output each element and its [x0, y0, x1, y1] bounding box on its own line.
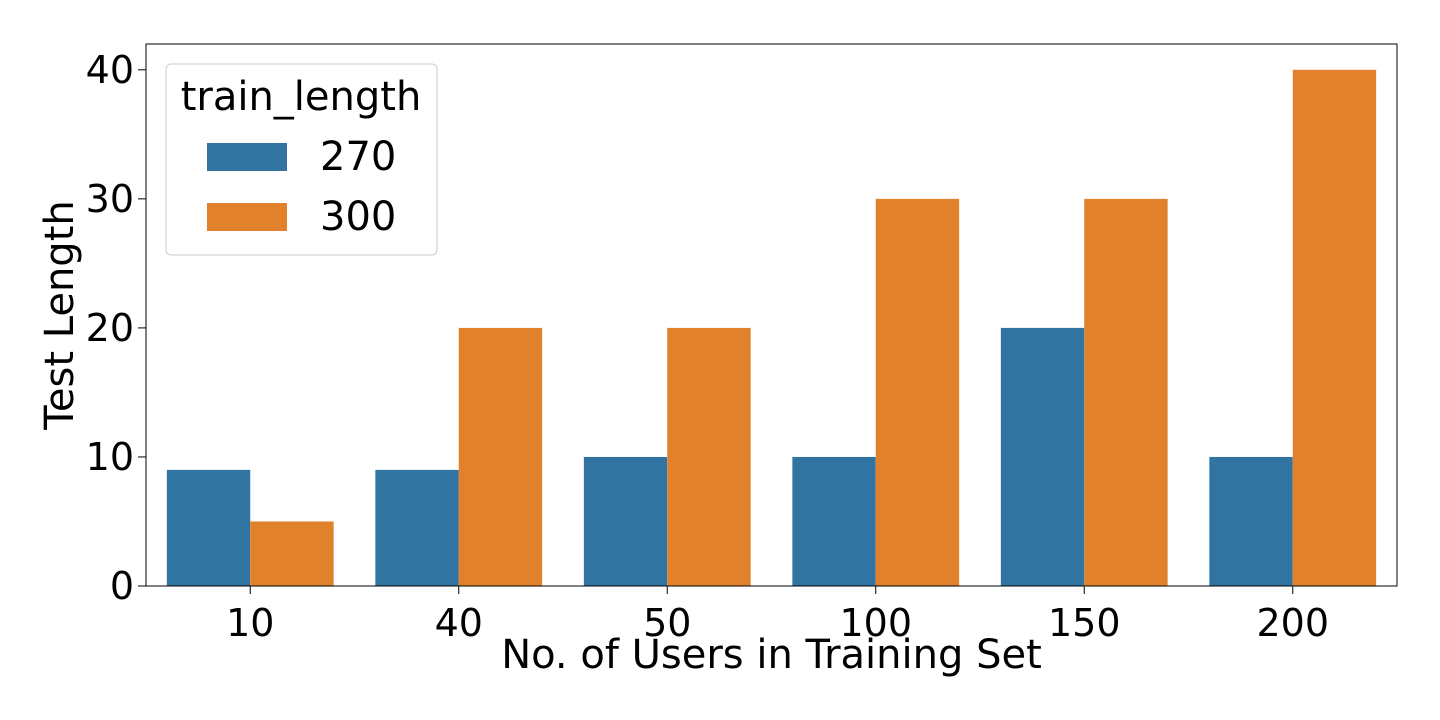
y-tick-label: 10 — [86, 435, 134, 479]
bar-270-150 — [1000, 327, 1085, 586]
x-tick-label: 50 — [643, 601, 691, 645]
bar-270-200 — [1209, 456, 1293, 586]
y-axis-label: Test Length — [37, 200, 83, 430]
bar-270-10 — [166, 469, 251, 586]
plot-area-frame — [145, 43, 1398, 587]
legend-label-300: 300 — [320, 194, 396, 240]
x-tick-label: 40 — [435, 601, 483, 645]
legend-swatch-300 — [207, 203, 287, 231]
legend-label-270: 270 — [320, 134, 396, 180]
y-axis: 0 10 20 30 40 — [86, 48, 146, 608]
bar-270-100 — [792, 456, 876, 586]
bar-300-40 — [458, 327, 543, 586]
x-axis-label: No. of Users in Training Set — [501, 632, 1042, 678]
bar-270-40 — [375, 469, 459, 586]
y-tick-label: 20 — [86, 306, 134, 350]
x-tick-label: 10 — [226, 601, 274, 645]
bar-300-200 — [1292, 69, 1377, 587]
legend-title: train_length — [181, 74, 422, 120]
bar-300-150 — [1084, 198, 1168, 586]
x-tick-label: 200 — [1256, 601, 1329, 645]
y-tick-label: 0 — [110, 564, 134, 608]
x-tick-label: 150 — [1048, 601, 1121, 645]
y-tick-label: 40 — [86, 48, 134, 92]
x-tick-label: 100 — [839, 601, 912, 645]
bars-layer — [166, 69, 1377, 587]
x-axis: 10 40 50 100 150 200 — [226, 586, 1329, 645]
y-tick-label: 30 — [86, 177, 134, 221]
bar-270-50 — [583, 456, 668, 586]
bar-300-10 — [250, 521, 334, 586]
bar-300-100 — [875, 198, 960, 586]
legend-swatch-270 — [207, 143, 287, 171]
bar-300-50 — [667, 327, 751, 586]
